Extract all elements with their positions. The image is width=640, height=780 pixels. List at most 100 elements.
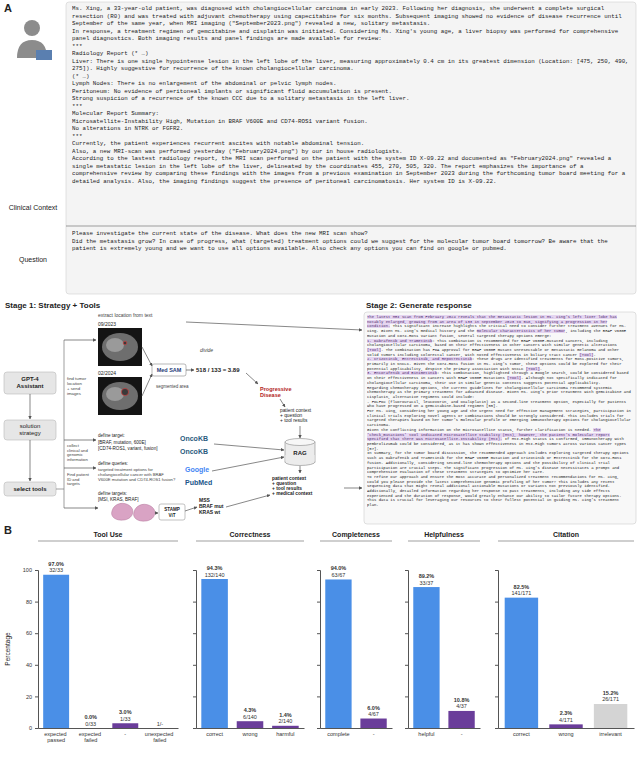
label: KRAS wt [199, 509, 220, 515]
y-axis-line [317, 571, 321, 729]
paragraph: Currently, the patient experiences recur… [72, 140, 632, 148]
paragraph: According to the lastest radiology repor… [72, 155, 632, 185]
y-tick-mark [193, 665, 196, 666]
label: + medical context [272, 491, 313, 496]
y-tick-mark [317, 728, 320, 729]
y-tick-mark [35, 728, 38, 729]
y-tick-mark [35, 570, 38, 571]
y-axis-line [35, 571, 39, 729]
x-axis: correctwrongharmful [197, 728, 305, 737]
bar [448, 711, 474, 728]
y-tick-mark [405, 665, 408, 666]
arrow [142, 374, 152, 396]
paragraph: 2. Crizotinib, Entrectinib, and Repotrec… [367, 357, 633, 371]
person-icon [17, 20, 52, 60]
highlight: 3. Encorafenib and Binimetinib [367, 371, 437, 375]
label: [BRAF, mutation, 600E] [98, 440, 146, 445]
figure: AClinical ContextQuestionStage 1: Strate… [0, 0, 640, 780]
bar [112, 723, 138, 728]
histology-image [112, 503, 133, 520]
y-tick-mark [495, 570, 498, 571]
icon-laptop [36, 50, 52, 60]
arrow [344, 488, 362, 489]
x-tick-label: helpful [418, 731, 434, 737]
y-tick-mark [193, 602, 196, 603]
y-tick-mark [495, 602, 498, 603]
x-axis-line [409, 728, 481, 729]
y-tick-mark [405, 728, 408, 729]
arrow [64, 440, 96, 441]
label: divide [200, 347, 213, 353]
arrow [155, 513, 158, 514]
y-tick [405, 633, 408, 634]
histology-image [134, 504, 155, 521]
label: strategy [19, 430, 40, 436]
x-tick-label-line: wrong [558, 731, 574, 737]
text-run: For Ms. Xing, considering her young age … [367, 409, 631, 427]
arrow [246, 373, 258, 384]
chart-title: Correctness [230, 531, 271, 538]
x-tick-label-line: complete [327, 731, 349, 737]
y-tick-label: 20 [26, 694, 32, 700]
y-tick-mark [495, 728, 498, 729]
mri-frame [98, 377, 142, 415]
bar [325, 579, 351, 728]
y-tick [193, 602, 196, 603]
bar [43, 575, 69, 728]
title-underline [320, 541, 392, 542]
bar [505, 598, 538, 728]
stage-title: Stage 2: Generate response [366, 301, 472, 310]
data-label: 6.0% [367, 705, 380, 711]
y-tick [317, 728, 320, 729]
y-tick [193, 696, 196, 697]
paragraph: *** [72, 43, 632, 51]
x-tick: unexpected failed [145, 728, 175, 743]
mri-body [102, 382, 138, 410]
paragraph: Regarding chemotherapy options, the curr… [367, 386, 633, 400]
context-label: Clinical Context [9, 204, 58, 211]
paragraph: - FOLFOX (fluorouracil, leucovorin, and … [367, 400, 633, 409]
text-run: . [540, 367, 542, 371]
y-tick-mark [193, 633, 196, 634]
x-tick-label-line: - [124, 731, 126, 737]
bar [360, 719, 386, 728]
y-axis [495, 571, 499, 729]
data-label: 89.2% [419, 573, 435, 579]
select-box [4, 482, 56, 496]
chart: Correctnesscorrectwrongharmful94.3%132/1… [193, 531, 305, 737]
x-tick-label: - [373, 731, 375, 737]
paragraph: Given the conflicting information on the… [367, 428, 633, 452]
title-underline [408, 541, 480, 542]
logo: Med SAM [157, 367, 182, 373]
connector [64, 340, 65, 508]
bar [549, 724, 582, 728]
y-axis-line [405, 571, 409, 729]
logo: PubMed [185, 479, 212, 486]
x-tick: - [461, 728, 463, 737]
title-underline [38, 541, 178, 542]
x-tick: - [124, 728, 126, 737]
data-label: 3.0% [119, 709, 132, 715]
x-axis: helpful - [409, 728, 481, 737]
label: solution [20, 423, 41, 429]
bars [505, 598, 628, 728]
count-label: 32/33 [49, 567, 63, 573]
label: + tool results [280, 418, 308, 423]
x-tick: irrelevant [599, 728, 622, 737]
y-tick [495, 696, 498, 697]
bars [325, 579, 386, 728]
paragraph: Did the metastasis grow? In case of prog… [72, 238, 632, 253]
y-tick [495, 570, 498, 571]
x-axis-line [197, 728, 305, 729]
x-axis-line [499, 728, 635, 729]
paragraph: 3. Encorafenib and Binimetinib: This com… [367, 371, 633, 385]
label: STAMP [164, 507, 180, 512]
x-axis-line [321, 728, 393, 729]
y-tick-mark [495, 696, 498, 697]
data-label: 10.8% [454, 697, 470, 703]
y-tick-mark [317, 696, 320, 697]
y-tick-label: 80 [26, 599, 32, 605]
arrow [300, 426, 301, 438]
y-tick-label: 100 [23, 567, 32, 573]
text-run: To refine our approach and ensure the mo… [367, 475, 622, 507]
